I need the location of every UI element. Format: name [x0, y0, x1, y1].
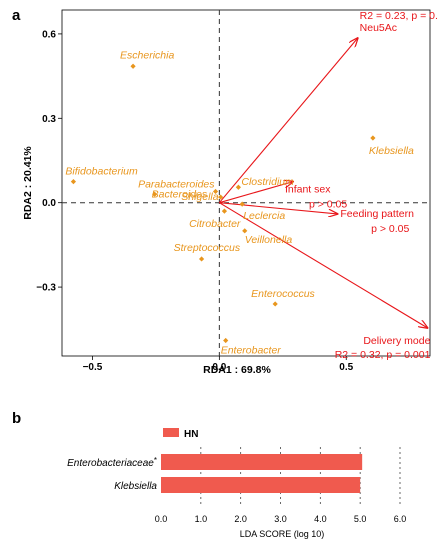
point-parabacteroides-label: Parabacteroides — [138, 178, 215, 190]
point-escherichia — [130, 63, 136, 69]
y-tick-label: 0.3 — [42, 114, 56, 125]
lda-bar-chart: HN Enterobacteriaceae* Klebsiella 0.0 1.0 2… — [67, 428, 406, 539]
lda-x-tick-label: 4.0 — [314, 514, 327, 524]
y-tick-label: −0.3 — [36, 283, 56, 294]
lda-axis-ticks: 0.0 1.0 2.0 3.0 4.0 5.0 6.0 — [155, 514, 407, 524]
point-parabacteroides — [212, 188, 219, 195]
point-veillonella — [242, 228, 248, 234]
point-escherichia-label: Escherichia — [120, 49, 174, 61]
lda-legend-label: HN — [184, 429, 198, 440]
x-tick-label: 0.0 — [212, 362, 226, 373]
x-tick-label: −0.5 — [83, 362, 103, 373]
vector-infant-sex-annotation: p > 0.05 — [309, 199, 347, 211]
lda-x-tick-label: 6.0 — [394, 514, 407, 524]
point-bifidobacterium-label: Bifidobacterium — [65, 166, 138, 178]
y-tick-label: 0.6 — [42, 29, 56, 40]
vector-feeding-pattern-annotation: p > 0.05 — [371, 223, 409, 235]
lda-x-tick-label: 1.0 — [195, 514, 208, 524]
vector-delivery-mode-annotation: R2 = 0.32, p = 0.001 — [335, 349, 431, 361]
vector-neu5ac-annotation: R2 = 0.23, p = 0.001 — [360, 10, 438, 22]
lda-bars: Enterobacteriaceae* Klebsiella — [67, 454, 363, 493]
x-tick-label: 0.5 — [339, 362, 353, 373]
bar-enterobacteriaceae — [161, 454, 363, 470]
point-enterobacter-label: Enterobacter — [221, 345, 282, 357]
lda-x-tick-label: 2.0 — [234, 514, 247, 524]
point-veillonella-label: Veillonella — [245, 234, 293, 246]
category-mark: * — [154, 456, 157, 465]
rda-plot-frame — [61, 9, 431, 357]
lda-x-tick-label: 5.0 — [354, 514, 367, 524]
vector-infant-sex-label: Infant sex — [285, 184, 331, 196]
panel-b-label: b — [12, 410, 21, 427]
panel-a-label: a — [12, 7, 21, 24]
point-klebsiella-label: Klebsiella — [369, 145, 414, 157]
vector-feeding-pattern-arrow — [219, 202, 337, 214]
rda-x-axis-label: RDA1 : 69.8% — [203, 364, 271, 376]
rda-axis-ticks: −0.5 0.0 0.5 −0.3 0.0 0.3 0.6 — [36, 29, 353, 373]
point-clostridium — [235, 184, 241, 190]
vector-neu5ac-arrow — [218, 38, 357, 204]
vector-delivery-mode-label: Delivery mode — [363, 335, 430, 347]
point-bifidobacterium — [70, 178, 77, 185]
lda-legend-swatch — [163, 428, 179, 437]
point-shigella — [218, 194, 224, 200]
point-enterococcus — [272, 301, 278, 307]
category-label-enterobacteriaceae: Enterobacteriaceae* — [67, 456, 157, 469]
rda-species-points: Escherichia Klebsiella Bifidobacterium Clos… — [65, 49, 414, 356]
vector-delivery-mode-arrow — [219, 202, 427, 328]
point-leclercia-label: Leclercia — [243, 210, 285, 222]
point-streptococcus-label: Streptococcus — [174, 242, 241, 254]
point-clostridium-label: Clostridium — [241, 176, 294, 188]
point-bacteroides — [152, 191, 158, 197]
y-tick-label: 0.0 — [42, 198, 56, 209]
lda-x-tick-label: 0.0 — [155, 514, 168, 524]
lda-x-tick-label: 3.0 — [274, 514, 287, 524]
point-shigella-label: Shigella — [181, 191, 219, 203]
point-enterococcus-label: Enterococcus — [251, 288, 315, 300]
bar-klebsiella — [161, 477, 361, 493]
lda-x-axis-label: LDA SCORE (log 10) — [240, 529, 325, 539]
point-klebsiella — [370, 135, 376, 141]
vector-feeding-pattern-label: Feeding pattern — [340, 208, 414, 220]
rda-y-axis-label: RDA2 : 20.41% — [22, 146, 34, 220]
lda-legend: HN — [163, 428, 198, 440]
point-streptococcus — [198, 256, 205, 262]
point-citrobacter — [221, 208, 228, 214]
point-bacteroides-label: Bacteroides — [152, 188, 208, 200]
vector-neu5ac-label: Neu5Ac — [360, 22, 397, 34]
point-citrobacter-label: Citrobacter — [189, 218, 241, 230]
rda-reference-lines — [62, 10, 430, 356]
point-enterobacter — [223, 337, 229, 344]
point-leclercia — [239, 201, 245, 207]
vector-infant-sex-arrow — [219, 182, 293, 204]
category-label-klebsiella: Klebsiella — [114, 481, 157, 492]
